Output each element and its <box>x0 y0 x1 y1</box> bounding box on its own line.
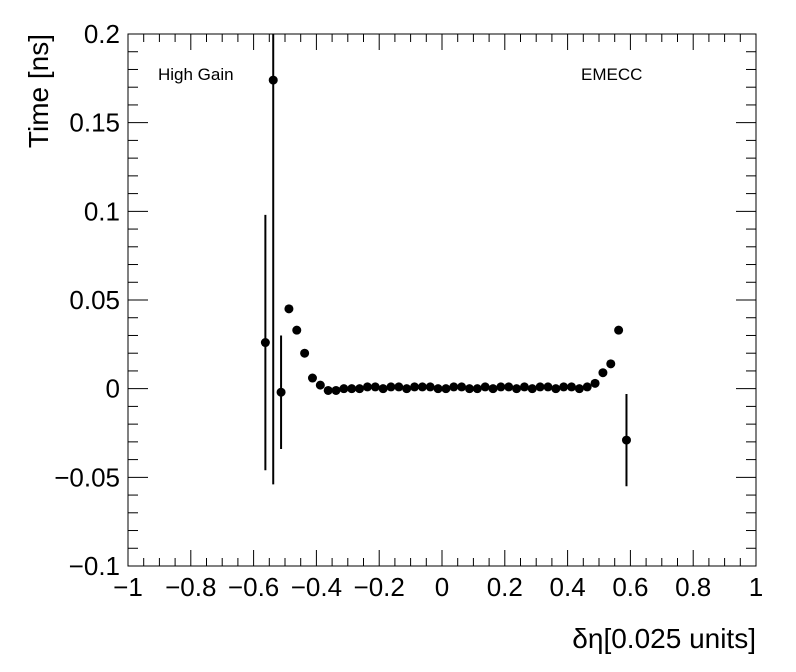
y-tick-label: 0 <box>106 374 120 404</box>
data-point <box>590 378 600 388</box>
data-point <box>433 384 443 394</box>
data-point <box>449 382 459 392</box>
data-point <box>598 368 608 378</box>
data-point <box>574 384 584 394</box>
y-tick-label: −0.05 <box>54 462 120 492</box>
y-tick-label: 0.15 <box>69 108 120 138</box>
data-point <box>410 382 420 392</box>
x-tick-label: −0.4 <box>291 572 342 602</box>
data-point <box>362 382 372 392</box>
x-tick-label: 1 <box>749 572 763 602</box>
data-point <box>276 387 286 397</box>
annotation-gain: High Gain <box>158 65 234 84</box>
data-point <box>292 325 302 335</box>
x-tick-label: 0.2 <box>487 572 523 602</box>
data-point <box>472 384 482 394</box>
data-point <box>551 384 561 394</box>
x-tick-label: 0 <box>435 572 449 602</box>
y-axis-label: Time [ns] <box>23 34 54 148</box>
data-point <box>402 384 412 394</box>
data-point <box>268 75 278 85</box>
error-bars <box>264 34 628 487</box>
data-points <box>260 75 631 445</box>
x-axis-label: δη[0.025 units] <box>572 623 756 654</box>
data-point <box>559 382 569 392</box>
data-point <box>519 382 529 392</box>
data-point <box>355 384 365 394</box>
y-tick-label: 0.2 <box>84 19 120 49</box>
data-point <box>488 384 498 394</box>
plot-frame <box>127 33 757 567</box>
data-point <box>614 325 624 335</box>
x-tick-label: 0.6 <box>612 572 648 602</box>
data-point <box>347 384 357 394</box>
data-point <box>425 382 435 392</box>
data-point <box>394 382 404 392</box>
x-tick-label: −1 <box>113 572 143 602</box>
data-point <box>284 304 294 314</box>
data-point <box>480 382 490 392</box>
data-point <box>386 382 396 392</box>
y-tick-label: 0.1 <box>84 196 120 226</box>
data-point <box>331 385 341 395</box>
annotation-region: EMECC <box>581 65 642 84</box>
x-tick-label: −0.6 <box>228 572 279 602</box>
data-point <box>512 384 522 394</box>
data-point <box>496 382 506 392</box>
data-point <box>370 382 380 392</box>
data-point <box>582 382 592 392</box>
data-point <box>606 359 616 369</box>
y-tick-label: 0.05 <box>69 285 120 315</box>
data-point <box>417 382 427 392</box>
data-point <box>315 380 325 390</box>
data-point <box>621 435 631 445</box>
data-point <box>323 385 333 395</box>
data-point <box>260 338 270 348</box>
data-point <box>378 384 388 394</box>
data-point <box>441 384 451 394</box>
data-point <box>339 384 349 394</box>
data-point <box>535 382 545 392</box>
data-point <box>543 382 553 392</box>
axis-ticks <box>127 33 757 567</box>
data-point <box>464 384 474 394</box>
y-tick-label: −0.1 <box>69 551 120 581</box>
tick-labels: −1 −0.8 −0.6 −0.4 −0.2 0 0.2 0.4 0.6 0.8 1 −0.1 −0.0… <box>54 19 763 602</box>
x-tick-label: 0.8 <box>675 572 711 602</box>
data-point <box>307 373 317 383</box>
x-tick-label: 0.4 <box>550 572 586 602</box>
data-point <box>504 382 514 392</box>
x-tick-label: −0.8 <box>165 572 216 602</box>
data-point <box>527 384 537 394</box>
x-tick-label: −0.2 <box>354 572 405 602</box>
data-point <box>457 382 467 392</box>
data-point <box>300 348 310 358</box>
data-point <box>567 382 577 392</box>
